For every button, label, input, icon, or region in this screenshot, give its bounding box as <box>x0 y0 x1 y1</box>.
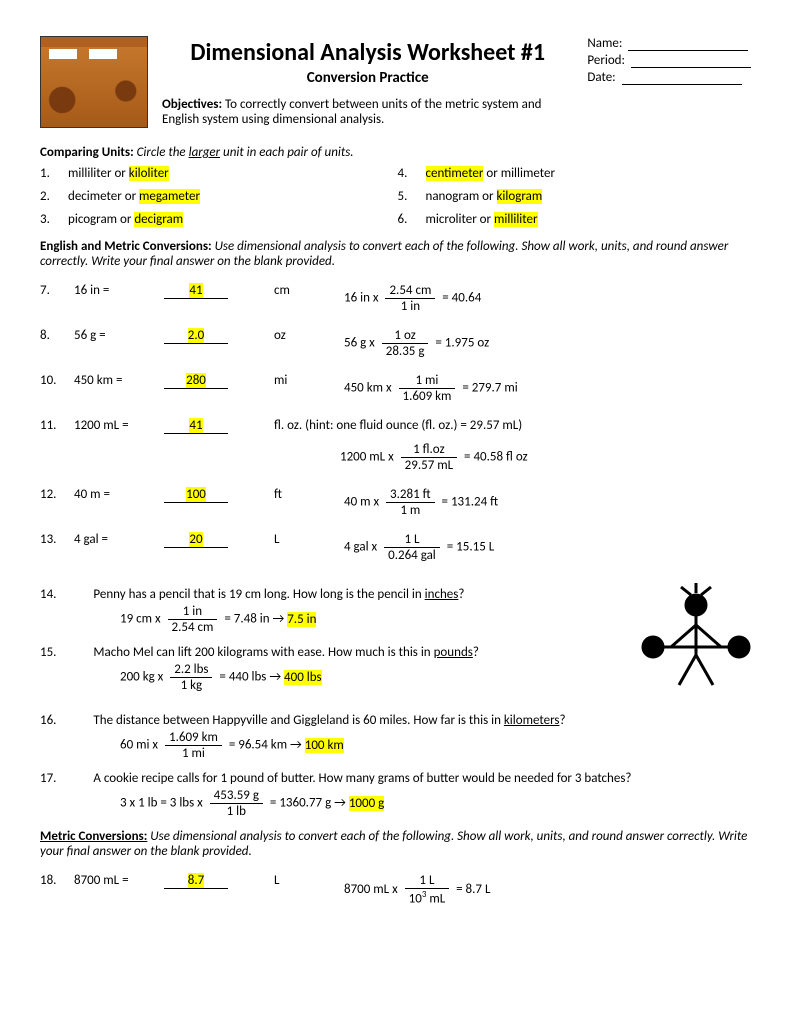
row-work: 56 g x 1 oz28.35 g = 1.975 oz <box>344 328 751 359</box>
word-problems-block: 14. Penny has a pencil that is 19 cm lon… <box>40 577 751 703</box>
page-title: Dimensional Analysis Worksheet #1 <box>162 38 573 67</box>
comparing-instr: Circle the larger unit in each pair of u… <box>137 145 354 160</box>
row-answer: 41 <box>164 418 274 434</box>
date-label: Date: <box>587 70 615 85</box>
row-num: 14. <box>40 587 56 602</box>
metric-section: Metric Conversions: Use dimensional anal… <box>40 829 751 859</box>
word-problem: 17. A cookie recipe calls for 1 pound of… <box>40 771 751 819</box>
item-text: decimeter or megameter <box>68 189 394 204</box>
comparing-units-section: Comparing Units: Circle the larger unit … <box>40 145 751 160</box>
row-work: 40 m x 3.281 ft1 m = 131.24 ft <box>344 487 751 518</box>
page-subtitle: Conversion Practice <box>162 69 573 87</box>
conversion-row: 13. 4 gal = 20 L 4 gal x 1 L0.264 gal = … <box>40 532 751 563</box>
units-grid: 1. milliliter or kiloliter 4. centimeter… <box>40 166 751 227</box>
name-blank <box>628 36 748 51</box>
item-num: 1. <box>40 166 64 181</box>
row-num: 11. <box>40 418 74 433</box>
row-answer: 20 <box>164 532 274 548</box>
row-answer: 41 <box>164 283 274 299</box>
question: Macho Mel can lift 200 kilograms with ea… <box>93 645 478 660</box>
row-num: 12. <box>40 487 74 502</box>
row-num: 7. <box>40 283 74 298</box>
row-unit: mi <box>274 373 344 388</box>
header: Dimensional Analysis Worksheet #1 Conver… <box>40 36 751 137</box>
row-lhs: 450 km = <box>74 373 164 388</box>
period-blank <box>631 53 751 68</box>
cartoon-illustration <box>40 36 148 128</box>
conversion-row: 11. 1200 mL = 41 fl. oz. (hint: one flui… <box>40 418 751 434</box>
item-num: 3. <box>40 212 64 227</box>
row-work: 16 in x 2.54 cm1 in = 40.64 <box>344 283 751 314</box>
conversion-row: 18. 8700 mL = 8.7 L 8700 mL x 1 L103 mL … <box>40 873 751 906</box>
word-problem: 15. Macho Mel can lift 200 kilograms wit… <box>40 645 641 693</box>
metric-label: Metric Conversions: <box>40 829 147 844</box>
item-num: 5. <box>398 189 422 204</box>
row-lhs: 16 in = <box>74 283 164 298</box>
row-unit: oz <box>274 328 344 343</box>
row-lhs: 56 g = <box>74 328 164 343</box>
word-problem: 16. The distance between Happyville and … <box>40 713 751 761</box>
student-info: Name: Period: Date: <box>587 36 751 87</box>
row-answer: 100 <box>164 487 274 503</box>
item-text: milliliter or kiloliter <box>68 166 394 181</box>
comparing-label: Comparing Units: <box>40 145 134 160</box>
name-label: Name: <box>587 36 622 51</box>
row-unit: fl. oz. (hint: one fluid ounce (fl. oz.)… <box>274 418 751 433</box>
objectives-label: Objectives: <box>162 97 222 112</box>
row-num: 16. <box>40 713 56 728</box>
conversion-row: 12. 40 m = 100 ft 40 m x 3.281 ft1 m = 1… <box>40 487 751 518</box>
row-num: 13. <box>40 532 74 547</box>
item-text: nanogram or kilogram <box>426 189 752 204</box>
row-num: 17. <box>40 771 56 786</box>
item-text: centimeter or millimeter <box>426 166 752 181</box>
title-block: Dimensional Analysis Worksheet #1 Conver… <box>162 36 573 137</box>
item-num: 2. <box>40 189 64 204</box>
row-num: 18. <box>40 873 74 888</box>
row-work: 450 km x 1 mi1.609 km = 279.7 mi <box>344 373 751 404</box>
item-num: 4. <box>398 166 422 181</box>
item-num: 6. <box>398 212 422 227</box>
work: 19 cm x 1 in2.54 cm = 7.48 in → 7.5 in <box>120 604 641 635</box>
word-problem: 14. Penny has a pencil that is 19 cm lon… <box>40 587 641 635</box>
row-unit: ft <box>274 487 344 502</box>
row-work: 8700 mL x 1 L103 mL = 8.7 L <box>344 873 751 906</box>
row-lhs: 40 m = <box>74 487 164 502</box>
conversion-row: 8. 56 g = 2.0 oz 56 g x 1 oz28.35 g = 1.… <box>40 328 751 359</box>
question: Penny has a pencil that is 19 cm long. H… <box>93 587 464 602</box>
item-text: microliter or milliliter <box>426 212 752 227</box>
row-unit: L <box>274 873 344 888</box>
work: 60 mi x 1.609 km1 mi = 96.54 km → 100 km <box>120 730 751 761</box>
work: 3 x 1 lb = 3 lbs x 453.59 g1 lb = 1360.7… <box>120 788 751 819</box>
row-lhs: 4 gal = <box>74 532 164 547</box>
question: A cookie recipe calls for 1 pound of but… <box>93 771 631 786</box>
engmet-label: English and Metric Conversions: <box>40 239 212 254</box>
row-unit: cm <box>274 283 344 298</box>
row-11-work: 1200 mL x 1 fl.oz29.57 mL = 40.58 fl oz <box>340 442 751 473</box>
row-work: 4 gal x 1 L0.264 gal = 15.15 L <box>344 532 751 563</box>
row-num: 15. <box>40 645 56 660</box>
row-unit: L <box>274 532 344 547</box>
engmet-section: English and Metric Conversions: Use dime… <box>40 239 751 269</box>
row-answer: 280 <box>164 373 274 389</box>
conversion-row: 10. 450 km = 280 mi 450 km x 1 mi1.609 k… <box>40 373 751 404</box>
period-label: Period: <box>587 53 625 68</box>
item-text: picogram or decigram <box>68 212 394 227</box>
row-lhs: 8700 mL = <box>74 873 164 888</box>
row-answer: 2.0 <box>164 328 274 344</box>
weightlifter-icon <box>641 577 751 697</box>
row-num: 10. <box>40 373 74 388</box>
conversion-row: 7. 16 in = 41 cm 16 in x 2.54 cm1 in = 4… <box>40 283 751 314</box>
question: The distance between Happyville and Gigg… <box>93 713 565 728</box>
row-lhs: 1200 mL = <box>74 418 164 433</box>
objectives: Objectives: To correctly convert between… <box>162 97 573 127</box>
work: 200 kg x 2.2 lbs1 kg = 440 lbs → 400 lbs <box>120 662 641 693</box>
metric-instr: Use dimensional analysis to convert each… <box>40 829 747 859</box>
row-num: 8. <box>40 328 74 343</box>
row-answer: 8.7 <box>164 873 274 889</box>
date-blank <box>622 70 742 85</box>
